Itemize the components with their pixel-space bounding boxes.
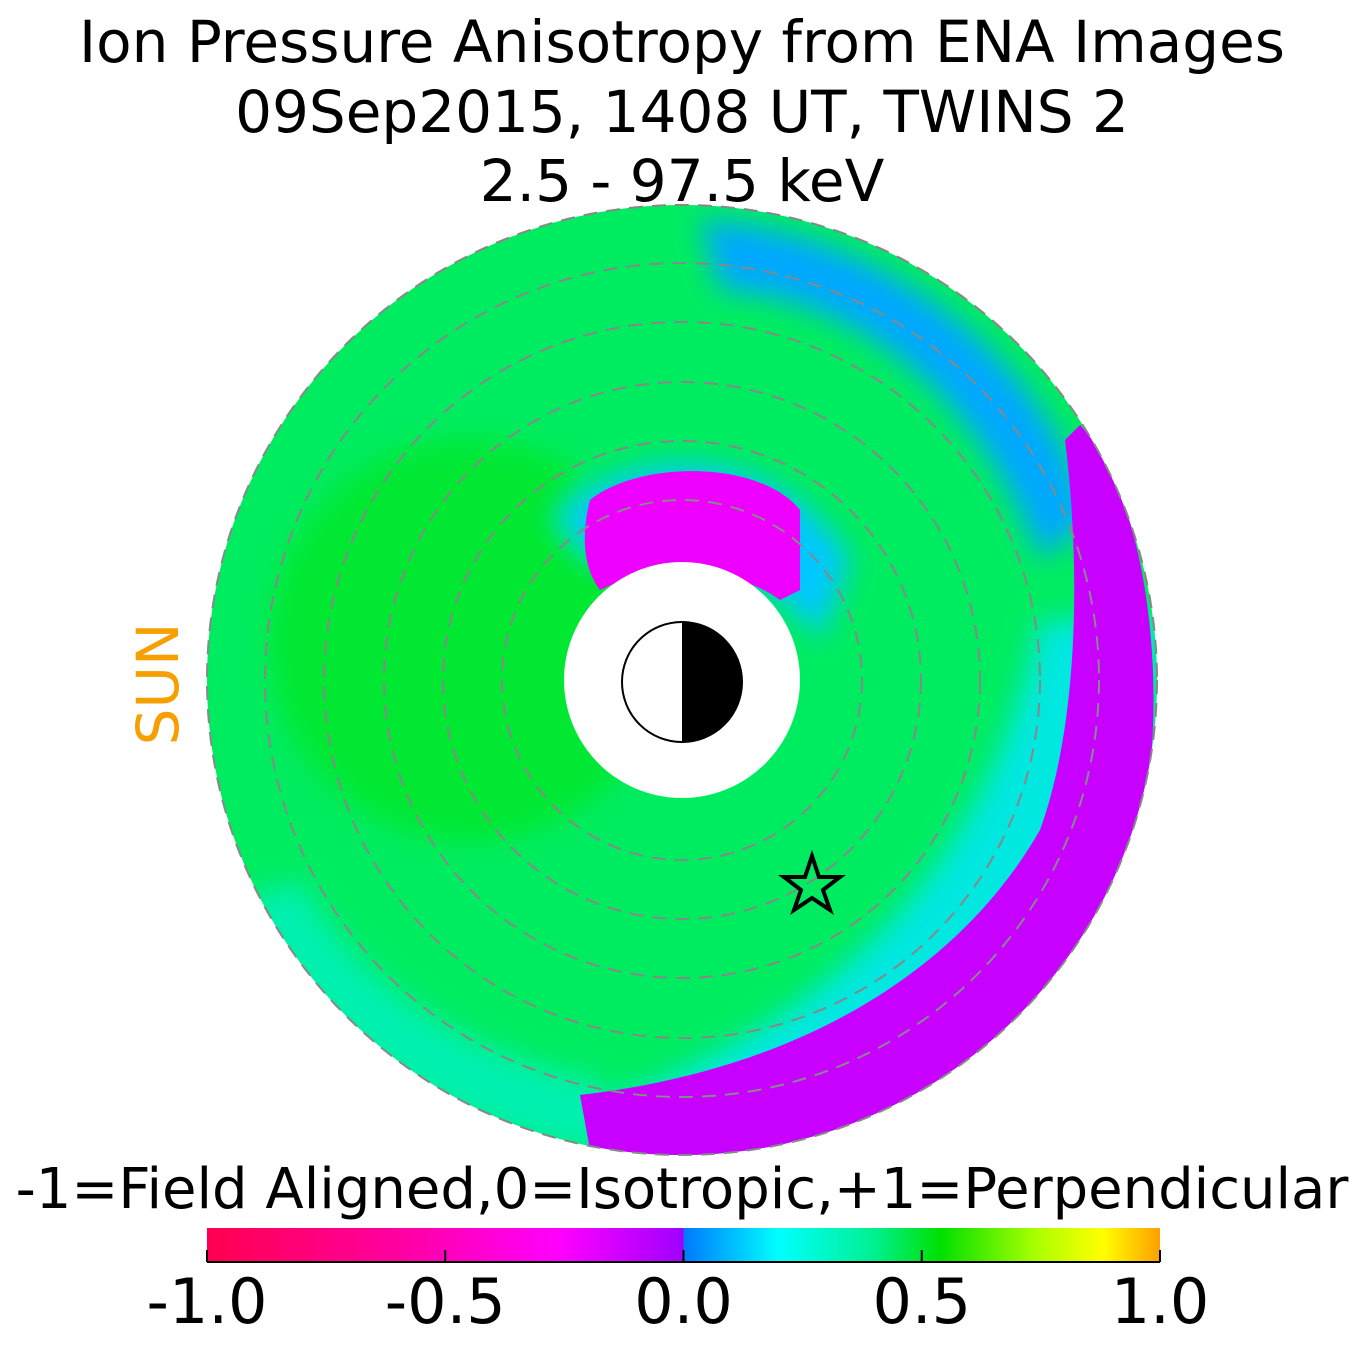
title-line: 09Sep2015, 1408 UT, TWINS 2 xyxy=(235,78,1129,146)
title: Ion Pressure Anisotropy from ENA Images … xyxy=(79,8,1285,215)
sun-label: SUN xyxy=(124,623,192,746)
tick-label: 0.0 xyxy=(634,1265,733,1338)
title-line: 2.5 - 97.5 keV xyxy=(480,147,885,215)
tick-label: -0.5 xyxy=(385,1265,506,1338)
tick-label: 1.0 xyxy=(1111,1265,1210,1338)
colorbar-label: -1=Field Aligned,0=Isotropic,+1=Perpendi… xyxy=(16,1157,1350,1222)
tick-label: 0.5 xyxy=(872,1265,971,1338)
satellite-star xyxy=(778,849,846,915)
title-line: Ion Pressure Anisotropy from ENA Images xyxy=(79,8,1285,76)
tick-label: -1.0 xyxy=(147,1265,268,1338)
earth-symbol xyxy=(621,621,743,743)
radial-rings xyxy=(206,204,1158,1156)
colorbar-ticks: -1.0 -0.5 0.0 0.5 1.0 xyxy=(147,1250,1210,1338)
